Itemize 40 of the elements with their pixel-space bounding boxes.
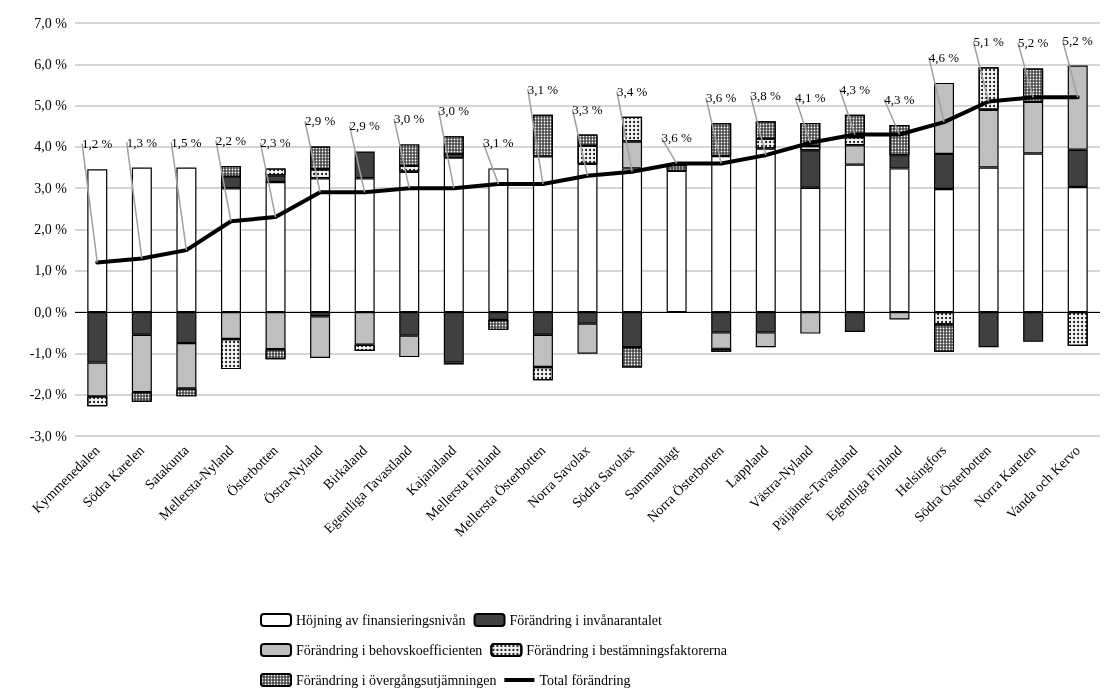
legend-label: Total förändring [539, 672, 631, 688]
data-label: 5,2 % [1017, 35, 1049, 51]
data-label: 5,1 % [973, 34, 1004, 50]
data-label: 3,3 % [572, 101, 603, 117]
y-tick-label: 2,0 % [34, 222, 68, 237]
data-label: 3,8 % [750, 88, 782, 104]
y-tick-label: 3,0 % [34, 180, 68, 196]
y-tick-label: 1,0 % [34, 263, 68, 279]
data-label: 2,2 % [215, 132, 247, 148]
y-tick-label: -2,0 % [29, 387, 68, 403]
data-label: 1,3 % [126, 134, 158, 150]
y-tick-label: 4,0 % [34, 139, 68, 155]
legend-label: Förändring i invånarantalet [509, 612, 663, 628]
legend-label: Förändring i övergångsutjämningen [296, 672, 497, 688]
data-label: 4,3 % [884, 92, 915, 108]
data-label: 3,4 % [616, 83, 648, 99]
data-label: 1,2 % [82, 136, 113, 152]
legend-label: Höjning av finansieringsnivån [296, 612, 466, 628]
data-label: 3,0 % [394, 111, 425, 127]
data-label: 4,6 % [928, 49, 960, 65]
data-label: 3,1 % [527, 81, 559, 97]
y-tick-label: 0,0 % [34, 304, 68, 320]
legend-label: Förändring i bestämningsfaktorerna [526, 642, 728, 658]
data-label: 2,9 % [304, 113, 336, 129]
data-label: 2,3 % [260, 135, 291, 151]
legend-label: Förändring i behovskoefficienten [296, 642, 483, 658]
y-tick-label: 5,0 % [34, 98, 68, 114]
data-label: 4,3 % [839, 81, 871, 97]
y-tick-label: 7,0 % [34, 15, 68, 31]
y-tick-label: -3,0 % [29, 428, 68, 444]
data-label: 2,9 % [349, 118, 380, 134]
data-label: 4,1 % [795, 89, 826, 105]
data-label: 3,6 % [706, 90, 737, 106]
data-label: 3,6 % [661, 130, 692, 146]
data-label: 5,2 % [1062, 32, 1094, 48]
y-tick-label: 6,0 % [34, 56, 68, 72]
data-label: 3,1 % [483, 135, 514, 151]
y-tick-label: -1,0 % [29, 345, 68, 361]
data-label: 3,0 % [438, 103, 470, 119]
data-label: 1,5 % [171, 134, 202, 150]
